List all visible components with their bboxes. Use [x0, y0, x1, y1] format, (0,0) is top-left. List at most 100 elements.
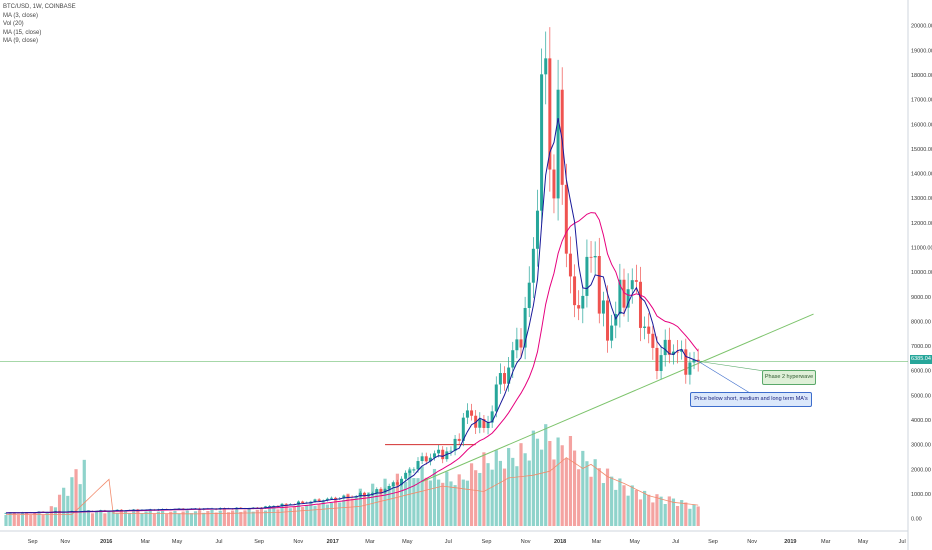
volume-bar [371, 483, 375, 526]
volume-bar [572, 450, 577, 526]
y-tick-label: 10000.00 [911, 270, 932, 276]
volume-bar [198, 510, 202, 526]
volume-bar [156, 511, 161, 526]
candle-body [404, 472, 408, 479]
volume-bar [148, 510, 152, 526]
candle-body [692, 359, 696, 363]
candle-body [453, 438, 457, 451]
annotation-phase-2[interactable]: Phase 2 hyperwave [762, 370, 816, 385]
legend-ma-9: MA (9, close) [3, 38, 39, 45]
y-tick-label: 6000.00 [911, 369, 931, 375]
annotation-connector-below-ma [698, 360, 751, 394]
volume-bar [585, 461, 589, 526]
volume-bar [128, 513, 132, 526]
candle-body [544, 58, 548, 75]
volume-bar [391, 485, 395, 526]
candle-body [568, 253, 572, 277]
volume-bar [556, 437, 560, 526]
y-tick-label: 9000.00 [911, 295, 931, 301]
volume-bar [540, 449, 544, 526]
volume-bar [309, 501, 313, 526]
volume-bar [78, 484, 82, 526]
volume-bar [408, 468, 412, 526]
volume-bar [70, 477, 74, 526]
volume-bar [445, 471, 449, 526]
candle-body [573, 276, 577, 306]
candle-body [515, 339, 519, 351]
volume-bar [132, 511, 136, 526]
x-tick-label: 2016 [100, 539, 112, 545]
volume-bar [12, 512, 16, 526]
volume-bar [90, 513, 95, 526]
candle-body [457, 438, 461, 441]
volume-bar [474, 470, 478, 526]
volume-bar [564, 458, 568, 526]
x-tick-label: Jul [672, 539, 679, 545]
candle-body [297, 501, 301, 505]
y-tick-label: 12000.00 [911, 221, 932, 227]
x-tick-label: May [172, 539, 183, 545]
volume-bar [193, 511, 198, 526]
volume-bar [663, 503, 667, 526]
x-tick-label: May [629, 539, 640, 545]
volume-bar [185, 510, 189, 526]
candle-body [511, 350, 515, 368]
y-tick-label: 13000.00 [911, 196, 932, 202]
volume-bar [507, 448, 511, 526]
legend-symbol: BTC/USD, 1W, COINBASE [3, 4, 76, 10]
candle-body [420, 456, 424, 462]
volume-bar [95, 510, 99, 526]
volume-bar [671, 498, 676, 526]
volume-bar [288, 508, 292, 526]
volume-bar [272, 506, 276, 526]
volume-bar [239, 511, 243, 526]
candle-body [268, 506, 272, 507]
candle-body [494, 384, 498, 412]
volume-bar [218, 510, 222, 526]
candle-body [437, 449, 441, 454]
volume-bar [338, 502, 342, 526]
candle-body [503, 373, 507, 384]
candle-body [655, 347, 659, 372]
candle-body [474, 415, 478, 428]
volume-bar [416, 478, 420, 526]
candle-body [383, 489, 387, 493]
candle-body [375, 489, 379, 494]
x-tick-label: Nov [293, 539, 303, 545]
candle-body [408, 470, 412, 473]
volume-ma-line [6, 457, 699, 515]
candle-body [428, 457, 432, 462]
candle-body [618, 279, 622, 315]
chart-legend: BTC/USD, 1W, COINBASE MA (3, close) Vol … [3, 3, 76, 46]
candle-body [527, 282, 531, 308]
y-tick-label: 18000.00 [911, 73, 932, 79]
volume-bar [651, 502, 655, 526]
volume-bar [453, 485, 457, 526]
candle-body [486, 422, 490, 428]
volume-bar [111, 510, 115, 526]
x-tick-label: Sep [254, 539, 264, 545]
y-tick-label: 11000.00 [911, 246, 932, 252]
candle-body [548, 58, 552, 170]
volume-bar [420, 466, 424, 526]
annotation-below-ma[interactable]: Price below short, medium and long term … [690, 392, 812, 407]
y-tick-label: 0.00 [911, 517, 922, 523]
volume-bar [428, 480, 432, 526]
volume-bar [511, 457, 515, 526]
volume-bar [614, 489, 618, 526]
volume-bar [387, 486, 391, 526]
candle-body [329, 497, 333, 499]
volume-bar [404, 481, 408, 526]
volume-bar [222, 509, 226, 526]
candle-body [317, 499, 321, 502]
volume-bar [618, 478, 622, 526]
volume-bar [535, 438, 540, 526]
x-tick-label: 2017 [327, 539, 339, 545]
volume-bar [280, 507, 284, 526]
candle-body [4, 512, 8, 514]
volume-bar [325, 504, 329, 526]
volume-bar [165, 513, 169, 526]
volume-bar [482, 452, 486, 526]
volume-bar [684, 502, 688, 526]
